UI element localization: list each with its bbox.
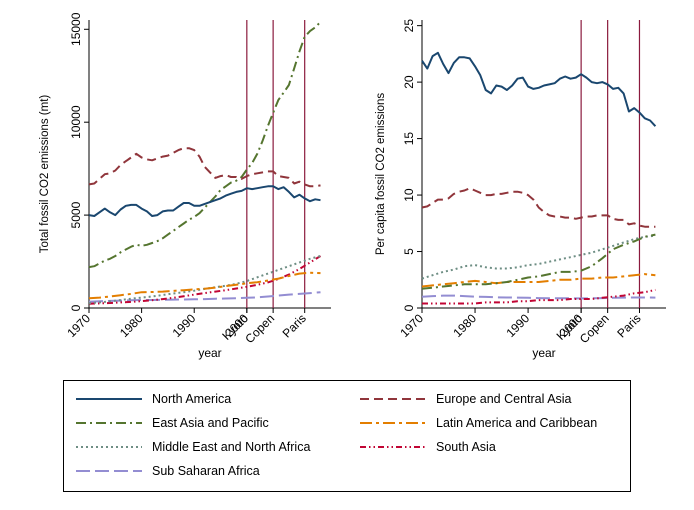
x-axis-title: year xyxy=(532,346,555,360)
legend-item-north-america: North America xyxy=(76,389,231,409)
y-tick-label: 25 xyxy=(402,19,416,33)
series-line-east-asia-and-pacific xyxy=(88,21,322,269)
legend-item-south-asia: South Asia xyxy=(360,437,496,457)
y-axis-title: Total fossil CO2 emissions (mt) xyxy=(39,95,51,254)
legend-swatch xyxy=(360,446,426,448)
chart-panel-1: 0 5000 10000 15000 Total fossil CO2 emission… xyxy=(39,12,331,360)
legend-label: East Asia and Pacific xyxy=(152,416,269,430)
x-tick-label: 1990 xyxy=(503,311,532,340)
y-tick-label: 0 xyxy=(69,304,83,311)
event-label-copen: Copen xyxy=(242,311,277,346)
y-tick-label: 10000 xyxy=(69,105,83,139)
series-line-middle-east-and-north-africa xyxy=(421,234,656,280)
legend-item-latin-america-caribbean: Latin America and Caribbean xyxy=(360,413,597,433)
legend-label: Middle East and North Africa xyxy=(152,440,311,454)
series-line-south-asia xyxy=(88,255,322,305)
legend-swatch xyxy=(76,470,142,472)
x-tick-label: 1970 xyxy=(64,311,93,340)
legend-label: Latin America and Caribbean xyxy=(436,416,598,430)
series-line-sub-saharan-africa xyxy=(88,291,321,303)
legend-swatch xyxy=(360,422,426,424)
x-tick-label: 1970 xyxy=(397,311,426,340)
legend-label: North America xyxy=(152,392,232,406)
legend-swatch xyxy=(76,446,142,448)
y-tick-label: 5 xyxy=(402,248,416,255)
legend-item-middle-east-north-africa: Middle East and North Africa xyxy=(76,437,310,457)
x-tick-label: 1980 xyxy=(117,311,146,340)
series-line-europe-and-central-asia xyxy=(88,147,321,188)
legend-item-east-asia-pacific: East Asia and Pacific xyxy=(76,413,269,433)
legend-label: Sub Saharan Africa xyxy=(152,464,260,478)
y-tick-label: 15 xyxy=(402,132,416,146)
event-label-paris: Paris xyxy=(280,311,309,340)
y-tick-label: 5000 xyxy=(69,201,83,228)
series-line-north-america xyxy=(421,51,657,127)
x-axis-title: year xyxy=(198,346,221,360)
event-label-copen: Copen xyxy=(577,311,612,346)
series-line-north-america xyxy=(88,185,321,217)
legend-item-sub-saharan-africa: Sub Saharan Africa xyxy=(76,461,260,481)
legend: North America Europe and Central Asia Ea… xyxy=(63,380,631,492)
series-line-latin-america-and-caribbean xyxy=(88,271,321,300)
legend-label: Europe and Central Asia xyxy=(436,392,572,406)
legend-label: South Asia xyxy=(436,440,496,454)
y-axis-title: Per capita fossil CO2 emissions xyxy=(375,93,387,256)
series-line-sub-saharan-africa xyxy=(421,294,656,300)
legend-swatch xyxy=(76,398,142,400)
x-tick-label: 1980 xyxy=(450,311,479,340)
x-tick-label: 1990 xyxy=(170,311,199,340)
legend-swatch xyxy=(76,422,142,424)
series-line-middle-east-and-north-africa xyxy=(88,255,321,305)
chart-panel-2: 0 5 10 15 20 25 Per capita fossil CO2 emission… xyxy=(375,19,666,360)
series-line-east-asia-and-pacific xyxy=(421,233,656,290)
legend-swatch xyxy=(360,398,426,400)
series-line-south-asia xyxy=(422,288,656,305)
series-line-latin-america-and-caribbean xyxy=(421,273,656,288)
y-tick-label: 20 xyxy=(402,75,416,89)
y-tick-label: 10 xyxy=(402,188,416,202)
legend-item-europe-central-asia: Europe and Central Asia xyxy=(360,389,572,409)
series-line-europe-and-central-asia xyxy=(421,187,656,228)
y-tick-label: 0 xyxy=(402,304,416,311)
event-label-paris: Paris xyxy=(614,311,643,340)
y-tick-label: 15000 xyxy=(69,12,83,46)
